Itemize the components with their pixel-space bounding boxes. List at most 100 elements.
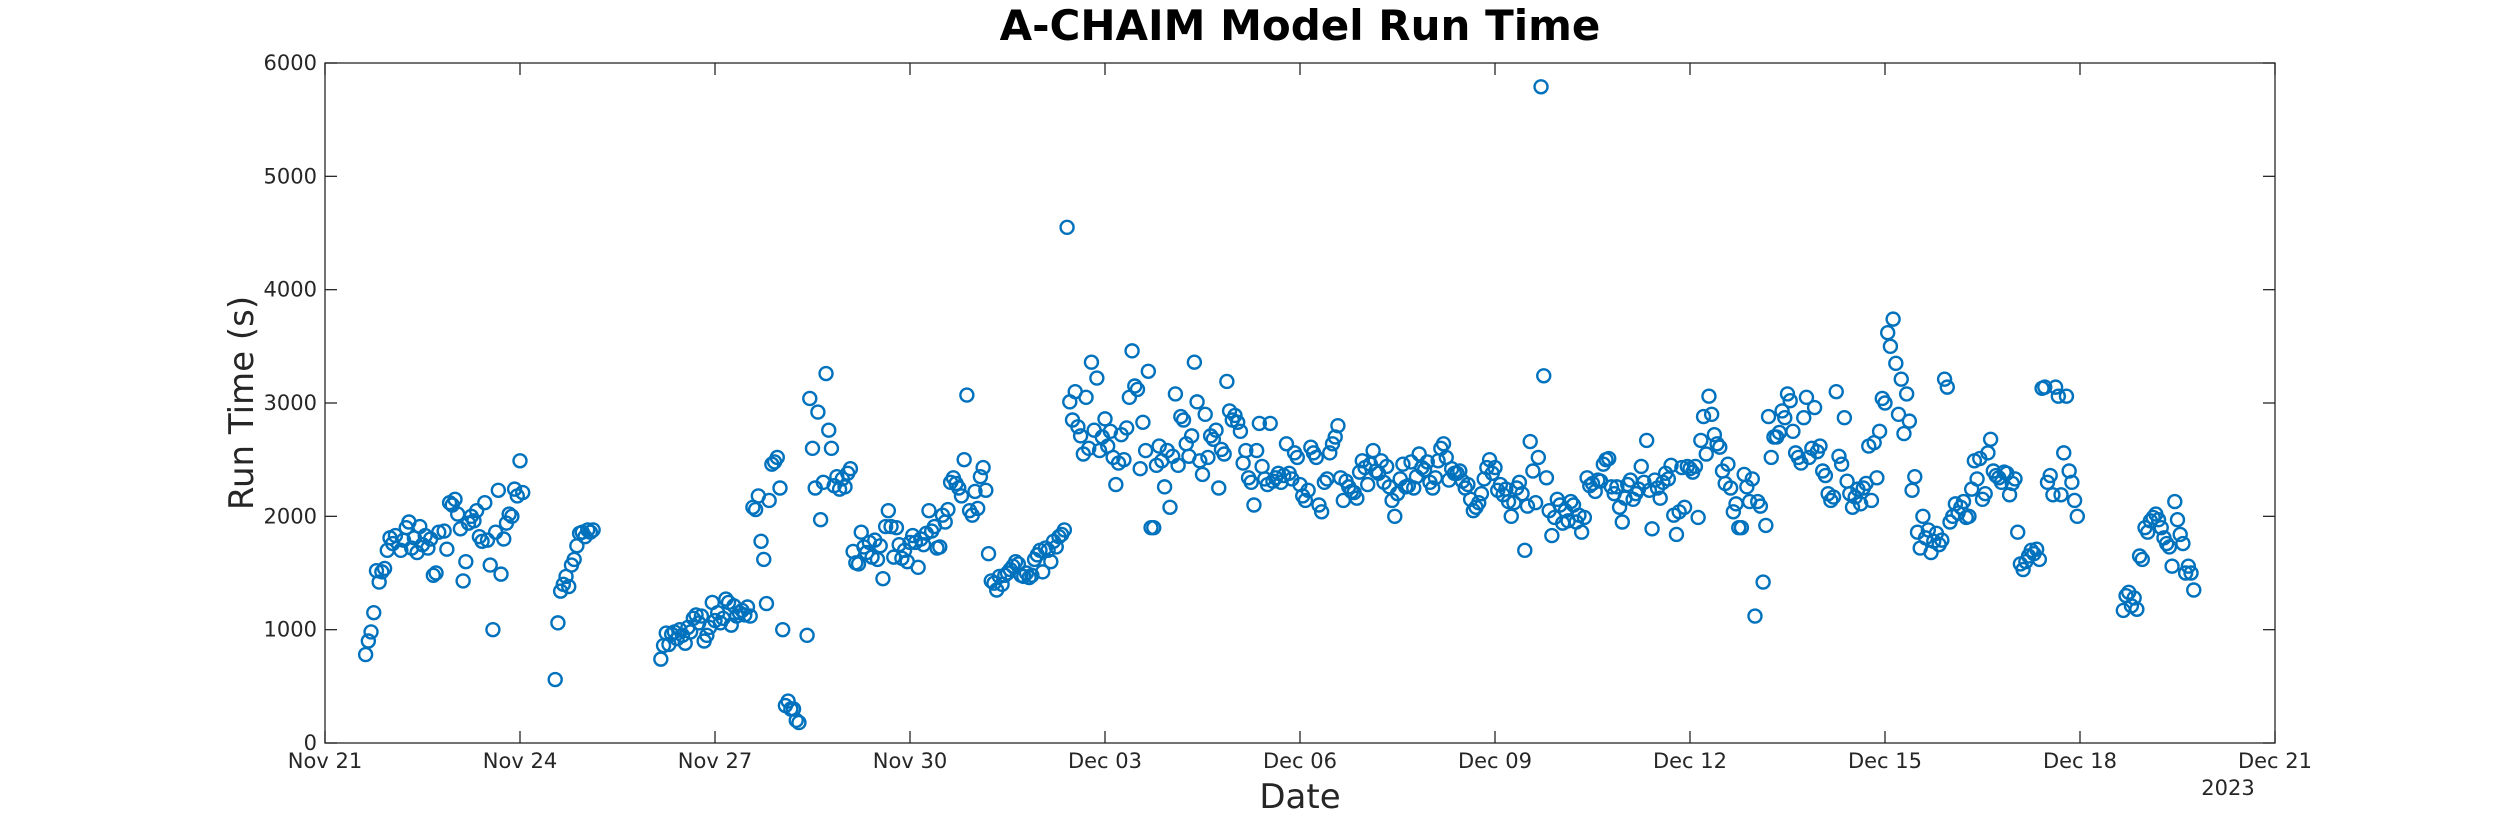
data-point — [1116, 451, 1132, 468]
data-point — [875, 570, 891, 587]
data-point — [1425, 480, 1441, 496]
data-point — [1871, 423, 1888, 440]
data-point — [1969, 471, 1985, 487]
data-point — [1907, 468, 1923, 485]
y-tick-label: 1000 — [264, 618, 317, 642]
data-point — [2069, 508, 2085, 525]
data-point — [1709, 436, 1725, 452]
data-point — [482, 557, 498, 573]
data-point — [1211, 480, 1227, 496]
data-point — [1522, 433, 1538, 450]
data-point — [1693, 432, 1709, 449]
data-point — [853, 524, 869, 540]
data-point — [1081, 440, 1097, 457]
data-point — [1676, 499, 1693, 515]
data-point — [1129, 381, 1146, 398]
data-point — [496, 531, 512, 547]
data-point — [804, 440, 821, 457]
data-point — [888, 519, 905, 536]
data-point — [1452, 463, 1468, 479]
x-tick-label: Dec 21 — [2238, 749, 2312, 773]
data-point — [1706, 427, 1723, 443]
data-point — [1135, 414, 1151, 430]
plot-frame — [324, 62, 2276, 744]
data-point — [1777, 410, 1793, 426]
data-point — [493, 566, 509, 582]
data-point — [1904, 482, 1920, 498]
data-point — [357, 646, 374, 663]
data-point — [1300, 482, 1316, 498]
data-point — [972, 468, 989, 485]
data-point — [959, 387, 975, 403]
data-point — [550, 615, 566, 631]
data-point — [1695, 408, 1712, 425]
data-point — [1248, 442, 1265, 459]
data-point — [1638, 432, 1655, 449]
data-point — [1915, 508, 1931, 525]
data-point — [1124, 343, 1140, 359]
data-point — [1961, 508, 1977, 525]
data-point — [2056, 445, 2072, 461]
data-point — [842, 461, 859, 477]
data-point — [1517, 542, 1533, 559]
data-point — [1890, 406, 1907, 423]
data-point — [1319, 471, 1335, 487]
data-point — [1473, 485, 1490, 502]
data-point — [1162, 499, 1178, 515]
data-point — [1330, 417, 1346, 434]
data-point — [436, 523, 452, 539]
data-point — [552, 583, 569, 599]
data-point — [1888, 355, 1904, 372]
data-point — [1703, 406, 1720, 423]
data-point — [2028, 541, 2045, 557]
data-point — [742, 608, 758, 624]
data-point — [2010, 524, 2026, 540]
data-point — [1089, 370, 1105, 386]
data-point — [2172, 526, 2188, 543]
data-point — [515, 484, 531, 501]
data-point — [953, 488, 970, 504]
data-point — [769, 449, 785, 466]
data-point — [1216, 446, 1232, 462]
data-point — [2039, 474, 2056, 491]
data-point — [1817, 467, 1834, 484]
data-point — [975, 459, 991, 476]
data-point — [932, 539, 948, 555]
data-point — [1097, 411, 1113, 427]
data-point — [1668, 526, 1685, 543]
data-point — [1506, 495, 1522, 511]
data-point — [2180, 558, 2197, 574]
data-point — [458, 553, 474, 570]
data-point — [2167, 493, 2183, 510]
data-point — [1712, 439, 1728, 455]
data-point — [1354, 453, 1370, 469]
data-point — [1243, 474, 1259, 491]
data-point — [1728, 496, 1744, 512]
data-point — [376, 560, 393, 577]
data-point — [1755, 574, 1771, 590]
data-point — [921, 502, 937, 519]
data-point — [1733, 519, 1750, 536]
data-point — [1127, 378, 1143, 394]
data-point — [1007, 553, 1024, 570]
data-point — [547, 671, 563, 688]
data-point — [802, 390, 818, 407]
data-point — [1576, 509, 1593, 526]
data-point — [1308, 449, 1324, 466]
data-point — [1435, 436, 1452, 452]
data-point — [1416, 462, 1433, 478]
data-point — [1603, 479, 1620, 495]
data-point — [821, 422, 837, 438]
data-point — [1828, 383, 1844, 400]
data-point — [1609, 479, 1625, 495]
data-point — [1316, 474, 1333, 491]
data-point — [1806, 399, 1823, 416]
data-point — [1378, 458, 1395, 475]
data-point — [653, 651, 669, 667]
data-point — [2169, 512, 2186, 528]
data-point — [1503, 508, 1519, 525]
data-point — [1235, 455, 1251, 471]
data-point — [1156, 479, 1173, 495]
x-tick-label: Dec 18 — [2043, 749, 2117, 773]
